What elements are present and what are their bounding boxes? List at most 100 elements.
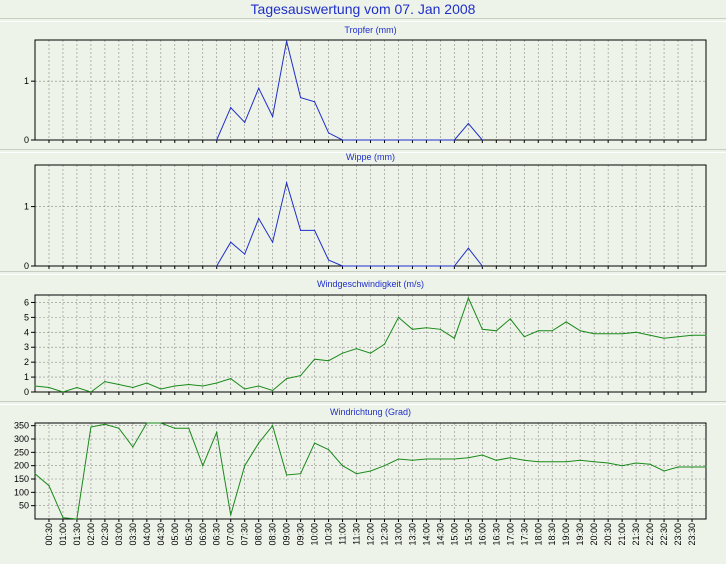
x-tick-label: 21:30 — [631, 523, 641, 546]
data-point — [327, 259, 330, 261]
x-tick-label: 16:00 — [477, 523, 487, 546]
series-line — [216, 41, 483, 141]
separator — [0, 401, 726, 405]
data-point — [188, 383, 190, 386]
data-point — [202, 385, 204, 387]
data-point — [244, 465, 246, 467]
data-point — [425, 327, 428, 329]
data-point — [244, 388, 246, 390]
x-tick-label: 08:00 — [254, 523, 264, 546]
chart-title: Windgeschwindigkeit (m/s) — [317, 279, 424, 289]
data-point — [481, 328, 483, 330]
data-point — [411, 328, 414, 330]
data-point — [565, 461, 567, 463]
chart-title: Tropfer (mm) — [344, 25, 396, 35]
data-point — [244, 121, 246, 123]
x-tick-label: 20:30 — [603, 523, 613, 546]
y-tick-label: 6 — [24, 297, 29, 307]
y-tick-label: 5 — [24, 312, 29, 322]
x-tick-label: 07:30 — [240, 523, 250, 546]
x-tick-label: 01:30 — [72, 523, 82, 546]
data-point — [313, 101, 316, 103]
data-point — [691, 466, 693, 468]
data-point — [467, 457, 469, 459]
page-title: Tagesauswertung vom 07. Jan 2008 — [250, 1, 476, 17]
x-tick-label: 05:30 — [184, 523, 194, 546]
data-point — [579, 330, 581, 332]
y-tick-label: 200 — [14, 461, 29, 471]
x-tick-label: 22:00 — [645, 523, 655, 546]
data-point — [341, 352, 344, 354]
y-tick-label: 250 — [14, 447, 29, 457]
x-tick-label: 14:30 — [435, 523, 445, 546]
x-tick-label: 13:00 — [393, 523, 403, 546]
x-tick-label: 04:00 — [142, 523, 152, 546]
data-point — [509, 318, 511, 320]
data-point — [272, 241, 274, 243]
y-tick-label: 300 — [14, 434, 29, 444]
data-point — [467, 247, 469, 249]
y-tick-label: 0 — [24, 261, 29, 271]
x-tick-label: 01:00 — [58, 523, 68, 546]
data-point — [663, 337, 665, 339]
data-point — [621, 333, 623, 335]
data-point — [313, 442, 316, 444]
x-tick-label: 14:00 — [421, 523, 431, 546]
y-tick-label: 0 — [24, 135, 29, 145]
data-point — [313, 229, 316, 231]
data-point — [663, 470, 665, 472]
data-point — [272, 425, 274, 427]
x-tick-label: 09:00 — [282, 523, 292, 546]
data-point — [607, 333, 609, 335]
data-point — [90, 391, 92, 393]
data-point — [230, 241, 232, 243]
data-point — [593, 333, 595, 335]
data-point — [146, 382, 148, 384]
data-point — [90, 426, 92, 428]
data-point — [216, 265, 218, 267]
data-point — [118, 427, 120, 429]
x-tick-label: 05:00 — [170, 523, 180, 546]
x-tick-label: 10:30 — [324, 523, 334, 546]
data-point — [202, 465, 204, 467]
data-point — [481, 265, 483, 267]
x-tick-label: 11:30 — [352, 523, 362, 545]
data-point — [62, 517, 64, 519]
data-point — [355, 348, 358, 350]
x-tick-label: 17:30 — [519, 523, 529, 546]
x-tick-label: 03:30 — [128, 523, 138, 546]
x-tick-label: 04:30 — [156, 523, 166, 546]
y-tick-label: 50 — [19, 501, 29, 511]
data-point — [216, 431, 218, 433]
x-tick-label: 13:30 — [407, 523, 417, 546]
data-point — [411, 459, 414, 461]
data-point — [230, 377, 232, 380]
y-tick-label: 1 — [24, 202, 29, 212]
plot-frame — [34, 294, 707, 393]
x-tick-label: 15:30 — [463, 523, 473, 546]
x-tick-label: 02:00 — [86, 523, 96, 546]
data-point — [355, 473, 358, 475]
data-point — [369, 352, 372, 354]
data-point — [216, 382, 218, 384]
data-point — [509, 457, 511, 459]
data-point — [523, 459, 525, 461]
data-point — [300, 97, 302, 99]
data-point — [551, 461, 553, 463]
data-point — [341, 465, 344, 467]
data-point — [495, 330, 497, 332]
data-point — [341, 139, 344, 141]
x-tick-label: 21:00 — [617, 523, 627, 546]
data-point — [677, 336, 679, 338]
data-point — [258, 87, 260, 89]
data-point — [104, 380, 106, 383]
data-point — [132, 446, 134, 448]
x-tick-label: 12:30 — [379, 523, 389, 546]
data-point — [453, 458, 455, 460]
data-point — [286, 474, 288, 476]
data-point — [593, 461, 595, 463]
data-point — [369, 470, 372, 472]
data-point — [537, 330, 539, 332]
data-point — [132, 386, 134, 389]
x-tick-label: 02:30 — [100, 523, 110, 546]
